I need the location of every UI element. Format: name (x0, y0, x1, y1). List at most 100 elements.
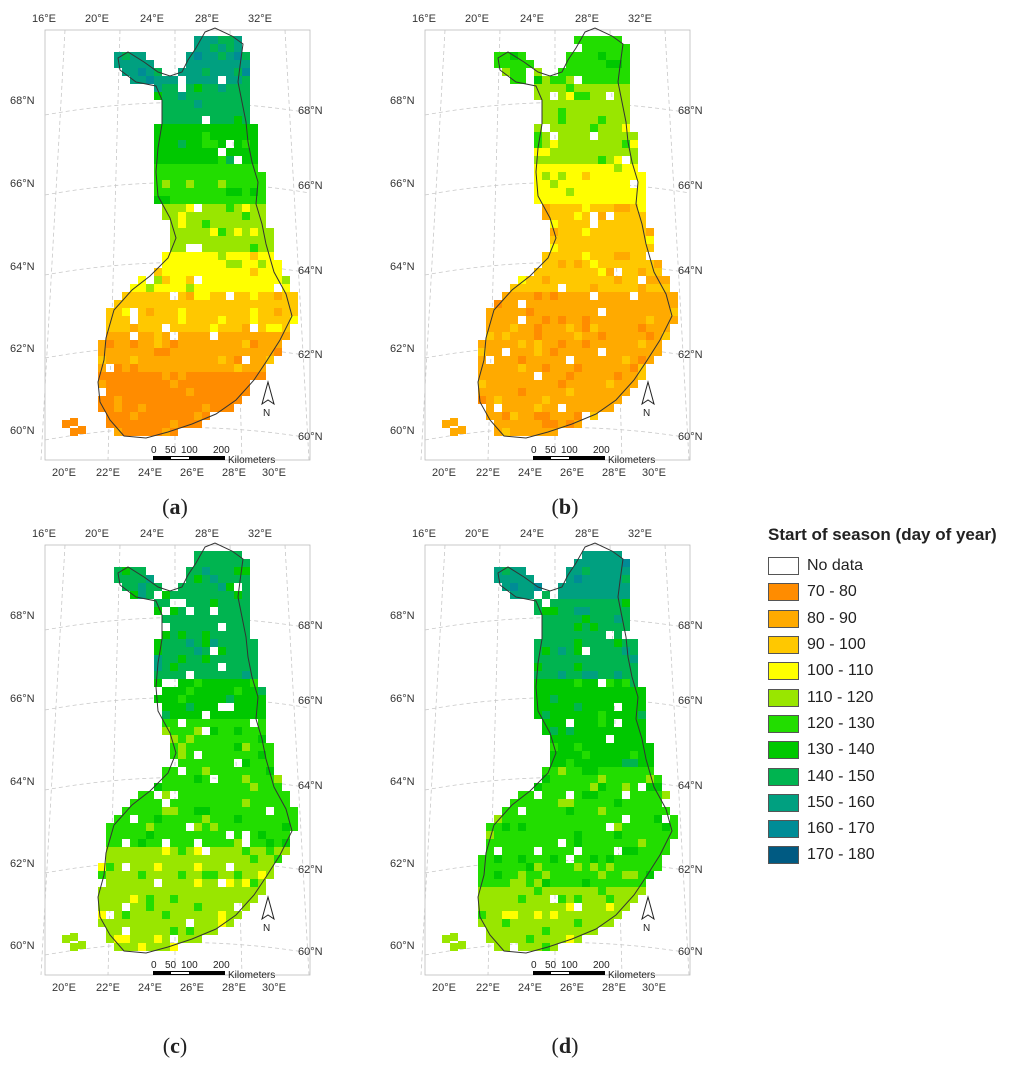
raster-cell (566, 172, 574, 180)
lat-tick-left: 64°N (390, 261, 415, 273)
raster-cell (122, 583, 130, 591)
scale-bar-tick: 100 (561, 445, 578, 456)
raster-cell (558, 76, 566, 84)
raster-cell (534, 412, 542, 420)
raster-cell (590, 583, 598, 591)
raster-cell (598, 204, 606, 212)
raster-cell (146, 575, 154, 583)
raster-cell (542, 807, 550, 815)
raster-cell (598, 839, 606, 847)
raster-cell (258, 831, 266, 839)
raster-cell (518, 871, 526, 879)
raster-cell (138, 919, 146, 927)
raster-cell (218, 679, 226, 687)
lat-tick-left: 62°N (10, 858, 35, 870)
scale-bar-tick: 200 (593, 960, 610, 971)
raster-cell (526, 887, 534, 895)
raster-cell (558, 340, 566, 348)
raster-cell (186, 759, 194, 767)
raster-cell (78, 426, 86, 434)
raster-cell (550, 252, 558, 260)
raster-cell (226, 583, 234, 591)
raster-cell (494, 332, 502, 340)
meridian-line (284, 29, 310, 461)
raster-cell (606, 252, 614, 260)
raster-cell (542, 879, 550, 887)
raster-cell (494, 412, 502, 420)
raster-cell (194, 92, 202, 100)
raster-cell (242, 308, 250, 316)
raster-cell (630, 855, 638, 863)
raster-cell (210, 148, 218, 156)
raster-cell (258, 340, 266, 348)
raster-cell (590, 268, 598, 276)
raster-cell (614, 60, 622, 68)
raster-cell (258, 839, 266, 847)
raster-cell (598, 599, 606, 607)
raster-cell (622, 847, 630, 855)
lon-tick-bottom: 24°E (518, 467, 542, 479)
raster-cell (130, 340, 138, 348)
raster-cell (154, 404, 162, 412)
raster-cell (226, 180, 234, 188)
raster-cell (606, 60, 614, 68)
raster-cell (202, 204, 210, 212)
raster-cell (162, 300, 170, 308)
raster-cell (210, 60, 218, 68)
raster-cell (566, 575, 574, 583)
raster-cell (574, 815, 582, 823)
raster-cell (598, 100, 606, 108)
raster-cell (178, 727, 186, 735)
raster-cell (290, 292, 298, 300)
raster-cell (566, 935, 574, 943)
raster-cell (138, 583, 146, 591)
raster-cell (574, 244, 582, 252)
raster-cell (186, 775, 194, 783)
raster-cell (502, 372, 510, 380)
raster-cell (518, 927, 526, 935)
raster-cell (526, 895, 534, 903)
raster-cell (154, 911, 162, 919)
raster-cell (614, 815, 622, 823)
raster-cell (550, 316, 558, 324)
raster-cell (202, 671, 210, 679)
raster-cell (582, 583, 590, 591)
raster-cell (558, 871, 566, 879)
raster-cell (242, 847, 250, 855)
raster-cell (106, 308, 114, 316)
raster-cell (146, 420, 154, 428)
raster-cell (518, 935, 526, 943)
raster-cell (606, 767, 614, 775)
raster-cell (662, 791, 670, 799)
raster-cell (170, 300, 178, 308)
raster-cell (590, 204, 598, 212)
raster-cell (210, 927, 218, 935)
raster-cell (218, 695, 226, 703)
raster-cell (146, 839, 154, 847)
raster-cell (630, 863, 638, 871)
raster-cell (622, 252, 630, 260)
legend-label: 130 - 140 (807, 741, 875, 759)
raster-cell (582, 863, 590, 871)
raster-cell (526, 839, 534, 847)
raster-cell (566, 839, 574, 847)
raster-cell (210, 156, 218, 164)
raster-cell (526, 823, 534, 831)
raster-cell (566, 615, 574, 623)
raster-cell (178, 775, 186, 783)
raster-cell (598, 372, 606, 380)
raster-cell (646, 743, 654, 751)
raster-cell (574, 823, 582, 831)
raster-cell (654, 823, 662, 831)
raster-cell (534, 356, 542, 364)
raster-cell (486, 348, 494, 356)
raster-cell (534, 172, 542, 180)
raster-cell (202, 404, 210, 412)
raster-cell (218, 831, 226, 839)
raster-cell (526, 300, 534, 308)
raster-cell (194, 559, 202, 567)
raster-cell (194, 911, 202, 919)
raster-cell (614, 140, 622, 148)
raster-cell (598, 799, 606, 807)
raster-cell (622, 879, 630, 887)
